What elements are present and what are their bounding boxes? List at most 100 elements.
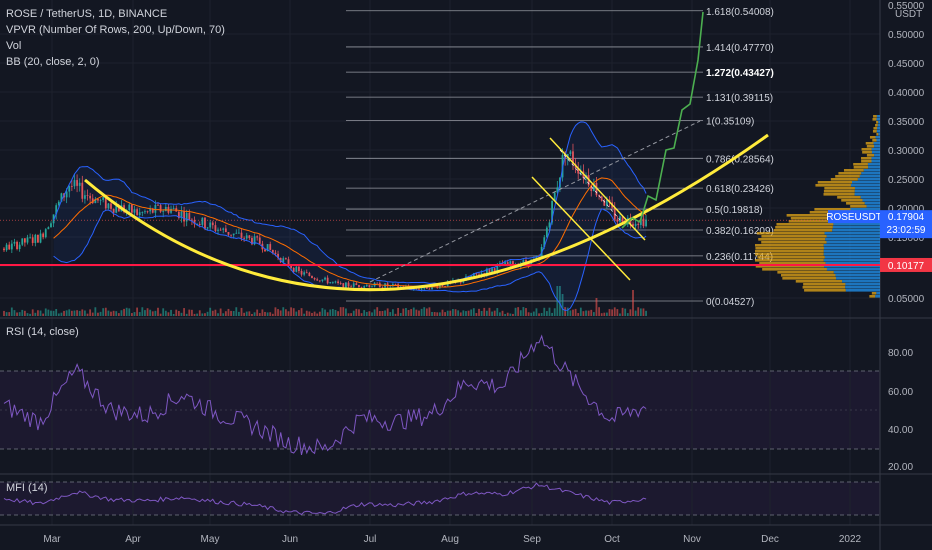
candle-body [282,258,285,263]
candle-body [144,211,146,213]
candle-body [616,219,619,222]
symbol-legend[interactable]: ROSE / TetherUS, 1D, BINANCE [6,8,168,20]
volume-bar [253,312,256,316]
volume-bar [311,312,313,316]
candle-body [572,151,574,165]
candle-body [177,211,180,218]
candle-body [467,276,470,278]
vpvr-bar-down [825,238,880,241]
volume-bar [514,307,517,316]
vpvr-bar-down [851,181,880,184]
candle-body [107,203,110,209]
candle-body [553,192,556,201]
month-label: 2022 [839,534,862,545]
candle-body [339,283,342,284]
volume-bar [201,313,204,316]
candle-body [198,223,201,225]
rsi-legend[interactable]: RSI (14, close) [6,326,79,338]
volume-bar [42,313,45,316]
volume-bar [569,310,572,316]
volume-bar [551,312,553,316]
candle-body [311,275,313,279]
volume-bar [21,309,24,316]
bb-legend[interactable]: BB (20, close, 2, 0) [6,56,100,68]
volume-bar [191,309,193,316]
vol-legend[interactable]: Vol [6,40,22,52]
candle-body [201,217,204,225]
volume-bar [371,312,373,316]
volume-bar [227,308,230,316]
vpvr-bar-down [868,166,880,169]
mfi-band-fill [0,482,880,515]
vpvr-bar-up [872,118,877,121]
candle-body [371,286,373,288]
volume-bar [37,310,39,316]
volume-bar [318,311,321,316]
candle-body [34,234,37,243]
vpvr-bar-down [823,247,880,250]
volume-bar [428,307,431,316]
volume-bar [217,313,219,316]
vpvr-bar-up [755,247,824,250]
candle-body [342,283,345,288]
fib-level-label: 1.131(0.39115) [706,93,773,104]
volume-bar [559,286,561,316]
trend-line-dashed [369,120,701,283]
volume-bar [94,307,97,316]
volume-bar [128,308,131,316]
volume-bar [454,309,457,316]
volume-bar [167,312,170,316]
candle-body [39,233,42,243]
volume-bar [198,310,201,316]
mfi-legend[interactable]: MFI (14) [6,482,48,494]
candle-body [365,285,368,287]
vpvr-bar-up [853,166,869,169]
volume-bar [271,313,274,316]
candle-body [193,220,196,225]
volume-bar [222,313,225,316]
projection-path [621,11,704,229]
price-tick-label: 0.40000 [888,88,925,99]
volume-bar [365,311,368,316]
month-label: Jul [364,534,377,545]
vpvr-bar-down [845,289,880,292]
vpvr-bar-up [866,145,875,148]
volume-bar [136,307,139,316]
candle-body [8,244,11,250]
volume-bar [159,313,162,316]
volume-bar [493,310,496,316]
volume-bar [331,309,334,316]
volume-bar [624,308,627,316]
volume-bar [350,313,353,316]
vpvr-bar-down [824,232,880,235]
vpvr-bar-up [835,175,860,178]
candle-body [592,182,595,192]
volume-bar [50,310,52,316]
candle-body [634,223,637,227]
candle-body [206,227,209,229]
vpvr-bar-down [854,190,880,193]
vpvr-bar-up [876,133,879,136]
candle-body [504,262,507,266]
volume-bar [538,313,540,316]
month-label: Aug [441,534,459,545]
volume-bar [5,312,8,316]
volume-bar [295,311,298,316]
volume-bar [99,311,102,316]
vpvr-bar-down [876,292,880,295]
volume-bar [405,308,407,316]
candle-body [209,222,212,228]
vpvr-legend[interactable]: VPVR (Number Of Rows, 200, Up/Down, 70) [6,24,225,36]
vpvr-bar-up [871,292,877,295]
vpvr-bar-up [850,205,867,208]
volume-bar [465,311,467,316]
volume-bar [130,313,133,316]
candle-body [217,229,219,231]
candle-body [274,252,277,254]
volume-bar [206,311,209,316]
volume-bar [621,307,624,316]
candle-body [191,219,193,221]
vpvr-bar-up [837,196,861,199]
volume-bar [449,310,452,316]
